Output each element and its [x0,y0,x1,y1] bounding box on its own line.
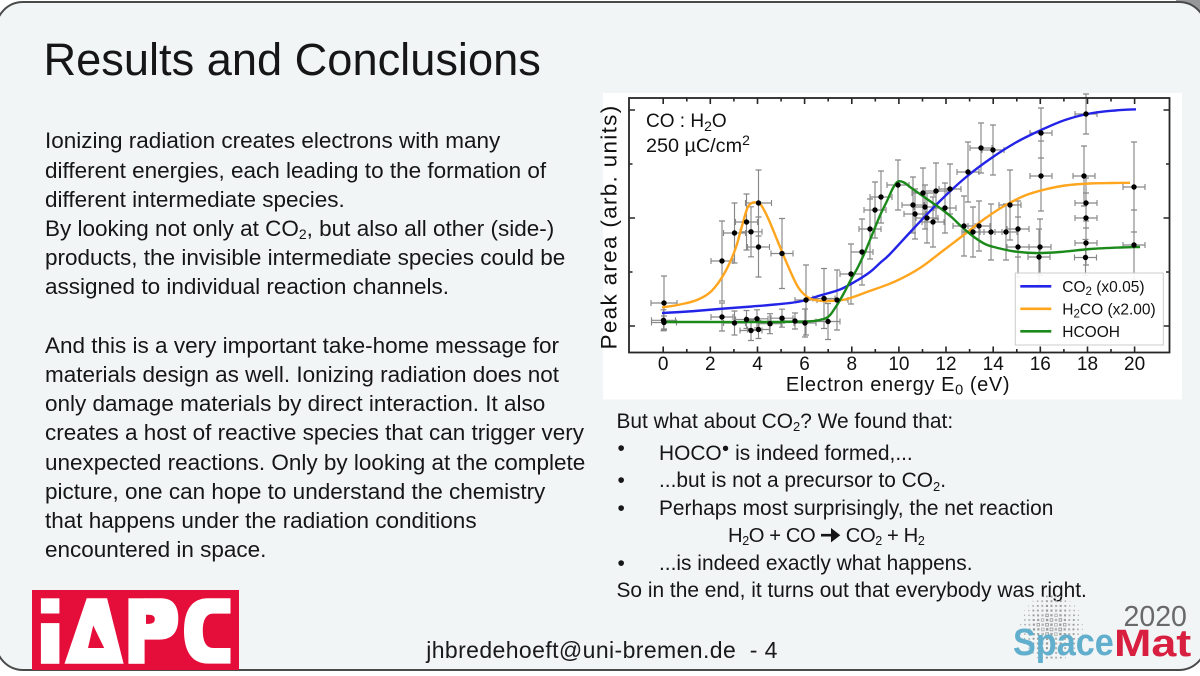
svg-text:6: 6 [799,354,810,375]
svg-text:16: 16 [1030,354,1051,375]
svg-text:CO2 (x0.05): CO2 (x0.05) [1062,279,1144,298]
svg-text:CO : H2O: CO : H2O [646,111,727,134]
svg-text:12: 12 [935,354,956,375]
svg-text:Peak area (arb. units): Peak area (arb. units) [600,105,621,350]
svg-text:20: 20 [1124,354,1145,375]
svg-text:250 µC/cm2: 250 µC/cm2 [646,132,750,157]
svg-text:HCOOH: HCOOH [1062,324,1120,341]
svg-text:4: 4 [752,354,763,375]
svg-text:Electron energy E0 (eV): Electron energy E0 (eV) [786,374,1010,399]
svg-text:H2CO (x2.00): H2CO (x2.00) [1062,301,1155,320]
svg-text:8: 8 [847,354,858,375]
svg-text:18: 18 [1077,354,1098,375]
svg-text:2: 2 [705,354,716,375]
svg-text:14: 14 [983,354,1005,375]
svg-text:0: 0 [658,354,669,375]
svg-text:10: 10 [888,354,909,375]
